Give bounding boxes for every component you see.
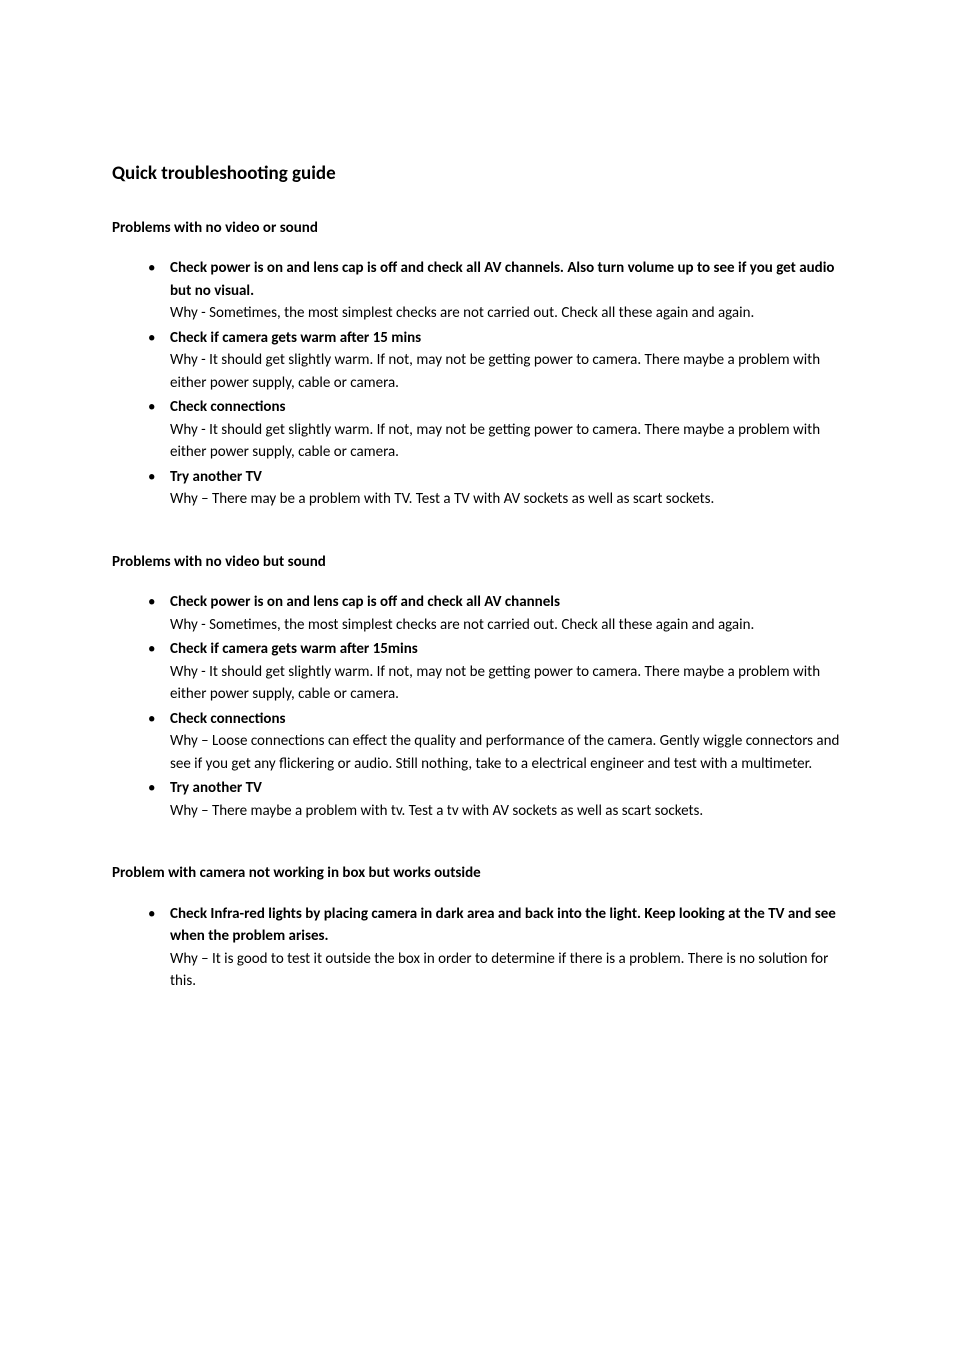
item-why: Why - It should get slightly warm. If no…: [170, 421, 820, 462]
section-not-working-in-box: Problem with camera not working in box b…: [112, 862, 842, 993]
list-item: Check connections Why – Loose connection…: [148, 708, 842, 776]
section-list: Check power is on and lens cap is off an…: [112, 257, 842, 511]
item-heading: Check power is on and lens cap is off an…: [170, 259, 834, 300]
item-heading: Check if camera gets warm after 15 mins: [170, 329, 421, 347]
section-list: Check power is on and lens cap is off an…: [112, 591, 842, 822]
item-why: Why – It is good to test it outside the …: [170, 950, 828, 991]
page: Quick troubleshooting guide Problems wit…: [0, 0, 954, 1350]
item-heading: Check connections: [170, 398, 285, 416]
section-list: Check Infra-red lights by placing camera…: [112, 903, 842, 993]
list-item: Check if camera gets warm after 15 mins …: [148, 327, 842, 395]
list-item: Try another TV Why – There may be a prob…: [148, 466, 842, 511]
list-item: Try another TV Why – There maybe a probl…: [148, 777, 842, 822]
item-why: Why – There maybe a problem with tv. Tes…: [170, 802, 703, 820]
item-heading: Check if camera gets warm after 15mins: [170, 640, 418, 658]
item-heading: Check Infra-red lights by placing camera…: [170, 905, 836, 946]
list-item: Check Infra-red lights by placing camera…: [148, 903, 842, 993]
list-item: Check power is on and lens cap is off an…: [148, 591, 842, 636]
item-why: Why – Loose connections can effect the q…: [170, 732, 839, 773]
page-title: Quick troubleshooting guide: [112, 160, 842, 189]
item-why: Why - It should get slightly warm. If no…: [170, 351, 820, 392]
section-heading: Problem with camera not working in box b…: [112, 862, 842, 885]
section-no-video-no-sound: Problems with no video or sound Check po…: [112, 217, 842, 511]
item-why: Why – There may be a problem with TV. Te…: [170, 490, 714, 508]
item-heading: Check connections: [170, 710, 285, 728]
item-heading: Check power is on and lens cap is off an…: [170, 593, 560, 611]
list-item: Check power is on and lens cap is off an…: [148, 257, 842, 325]
section-heading: Problems with no video but sound: [112, 551, 842, 574]
item-why: Why - It should get slightly warm. If no…: [170, 663, 820, 704]
section-no-video-but-sound: Problems with no video but sound Check p…: [112, 551, 842, 823]
item-heading: Try another TV: [170, 468, 262, 486]
item-why: Why - Sometimes, the most simplest check…: [170, 616, 754, 634]
list-item: Check if camera gets warm after 15mins W…: [148, 638, 842, 706]
section-heading: Problems with no video or sound: [112, 217, 842, 240]
item-heading: Try another TV: [170, 779, 262, 797]
list-item: Check connections Why - It should get sl…: [148, 396, 842, 464]
item-why: Why - Sometimes, the most simplest check…: [170, 304, 754, 322]
